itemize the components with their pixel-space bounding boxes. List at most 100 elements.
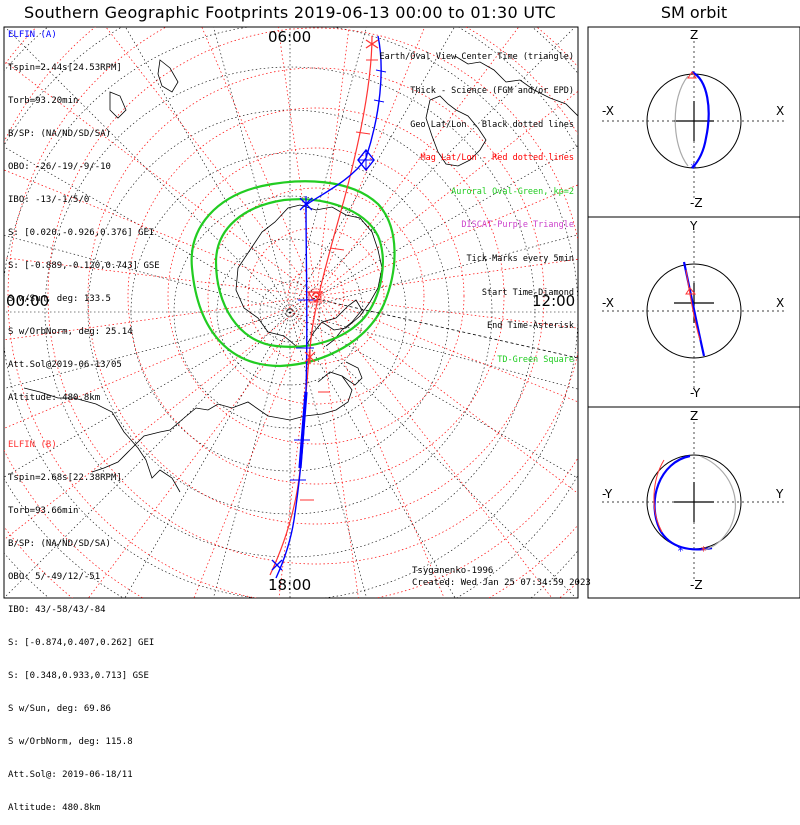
- elfin-a-line: IBO: -13/-1/5/0: [8, 195, 90, 205]
- elfin-b-name: ELFIN (B): [8, 440, 57, 450]
- elfin-b-line: Tspin=2.68s[22.38RPM]: [8, 473, 122, 483]
- created-timestamp: Created: Wed Jan 25 07:34:59 2023: [412, 578, 591, 588]
- sm3-axis-right: Y: [776, 487, 784, 501]
- elfin-a-end-asterisk: [299, 196, 313, 212]
- africa-coastline: [23, 387, 181, 493]
- sm-panel-2-drawing: [602, 231, 786, 391]
- new-zealand-coastline: [109, 59, 179, 119]
- legend-entry: End Time-Asterisk: [487, 321, 574, 332]
- sm1-axis-right: X: [776, 104, 785, 118]
- elfin-b-line: S: [-0.874,0.407,0.262] GEI: [8, 638, 155, 648]
- sm1-axis-top: Z: [690, 28, 699, 42]
- legend-entry: Tick Marks every 5min: [466, 254, 574, 265]
- sm3-axis-top: Z: [690, 409, 699, 423]
- elfin-a-science-segment: [298, 391, 308, 469]
- lt-label-top: 06:00: [268, 28, 312, 46]
- sun-direction-line: [311, 297, 578, 359]
- map-plot: [4, 27, 578, 598]
- geo-longitude-line: [4, 145, 578, 478]
- sm2-axis-top: Y: [690, 219, 698, 233]
- australia-coastline: [425, 55, 578, 167]
- mag-longitude-line: [87, 27, 520, 598]
- elfin-a-track: [275, 35, 382, 579]
- auroral-oval-outer: [190, 180, 396, 368]
- legend-entry: Earth/Oval View Center Time (triangle): [379, 52, 574, 63]
- elfin-a-name: ELFIN (A): [8, 30, 57, 40]
- mag-grid: [4, 27, 578, 598]
- svg-text:*: *: [700, 544, 707, 558]
- plot-title: Southern Geographic Footprints 2019-06-1…: [24, 3, 556, 22]
- sm-panel-1-drawing: *: [602, 41, 786, 201]
- elfin-a-line: S w/OrbNorm, deg: 25.14: [8, 327, 133, 337]
- mag-longitude-line: [4, 60, 578, 494]
- elfin-a-start-diamond: [357, 148, 375, 172]
- sm2-axis-bottom: -Y: [690, 386, 701, 400]
- legend-entry: Auroral Oval-Green, kp=2: [451, 186, 574, 197]
- legend-entry: DISCAT-Purple Triangle: [461, 220, 574, 231]
- lt-label-right: 12:00: [532, 292, 576, 310]
- mag-latitude-circle: [247, 227, 385, 365]
- elfin-a-line: Altitude: 480.8km: [8, 393, 101, 403]
- legend-entry: Start Time-Diamond: [481, 287, 574, 298]
- elfin-b-start-mark: [365, 39, 379, 49]
- sm3-axis-left: -Y: [602, 487, 613, 501]
- geo-grid: [4, 27, 578, 598]
- elfin-b-line: IBO: 43/-58/43/-84: [8, 605, 106, 615]
- mag-latitude-circle: [167, 147, 465, 445]
- mag-longitude-line: [4, 258, 578, 341]
- elfin-b-line: S w/Sun, deg: 69.86: [8, 704, 111, 714]
- antarctica-coastline: [235, 204, 383, 347]
- sm-panel-frame-3: [587, 406, 800, 599]
- elfin-b-ticks: [300, 59, 378, 501]
- sm3-axis-bottom: -Z: [690, 578, 703, 592]
- mag-latitude-circle: [127, 107, 505, 485]
- sm2-axis-right: X: [776, 296, 785, 310]
- sm1-axis-left: -X: [602, 104, 614, 118]
- legend-entry: TD-Green Square: [497, 354, 574, 365]
- lt-label-left: 00:00: [6, 292, 50, 310]
- elfin-a-info: Tspin=2.44s[24.53RPM] Torb=93.20min B/SP…: [8, 41, 160, 415]
- elfin-b-line: Altitude: 480.8km: [8, 803, 101, 813]
- elfin-b-line: OBO: 5/-49/12/-51: [8, 572, 101, 582]
- elfin-a-line: Torb=93.20min: [8, 96, 79, 106]
- south-america-coast-2: [341, 361, 363, 386]
- elfin-a-line: S w/Sun, deg: 133.5: [8, 294, 111, 304]
- model-label: Tsyganenko-1996: [412, 566, 494, 576]
- map-legend: Earth/Oval View Center Time (triangle) T…: [380, 30, 574, 377]
- elfin-b-line: B/SP: (NA/ND/SD/SA): [8, 539, 111, 549]
- south-america-coastline: [91, 371, 353, 473]
- elfin-a-line: Tspin=2.44s[24.53RPM]: [8, 63, 122, 73]
- elfin-a-line: Att.Sol@2019-06-13/05: [8, 360, 122, 370]
- svg-text:*: *: [677, 544, 684, 558]
- sm2-axis-left: -X: [602, 296, 614, 310]
- elfin-a-line: S: [0.020,-0.926,0.376] GEI: [8, 228, 155, 238]
- legend-entry: Mag Lat/Lon - Red dotted lines: [420, 153, 574, 164]
- mag-latitude-circle: [207, 187, 425, 405]
- elfin-b-line: S w/OrbNorm, deg: 115.8: [8, 737, 133, 747]
- elfin-b-line: Att.Sol@: 2019-06-18/11: [8, 770, 133, 780]
- mag-latitude-circle: [47, 27, 578, 565]
- mag-latitude-circle: [287, 267, 345, 325]
- elfin-b-track: [269, 35, 373, 576]
- elfin-b-info: Tspin=2.68s[22.38RPM] Torb=93.66min B/SP…: [8, 451, 154, 825]
- elfin-b-center-marker: [306, 291, 324, 304]
- elfin-b-line: S: [0.348,0.933,0.713] GSE: [8, 671, 149, 681]
- elfin-a-line: S: [-0.889,-0.120,0.743] GSE: [8, 261, 160, 271]
- figure-canvas: * * *: [3, 26, 800, 599]
- geo-latitude-circle: [87, 109, 493, 515]
- elfin-a-line: OBO: -26/-19/-9/-10: [8, 162, 111, 172]
- auroral-oval-inner: [214, 198, 384, 348]
- elfin-a-line: B/SP: (NA/ND/SD/SA): [8, 129, 111, 139]
- svg-text:*: *: [690, 161, 697, 175]
- geo-latitude-circle: [259, 281, 321, 343]
- elfin-a-end-asterisk-2: [271, 559, 283, 571]
- legend-entry: Thick - Science (FGM and/or EPD): [410, 86, 574, 97]
- legend-entry: Geo Lat/Lon - Black dotted lines: [410, 119, 574, 130]
- elfin-b-end-asterisk: [304, 350, 316, 364]
- lt-label-bottom: 18:00: [268, 576, 312, 594]
- elfin-b-line: Torb=93.66min: [8, 506, 79, 516]
- sm1-axis-bottom: -Z: [690, 196, 703, 210]
- sm-orbit-title: SM orbit: [660, 3, 728, 22]
- sm-panel-3-drawing: * *: [602, 422, 786, 582]
- mag-latitude-circle: [87, 67, 545, 525]
